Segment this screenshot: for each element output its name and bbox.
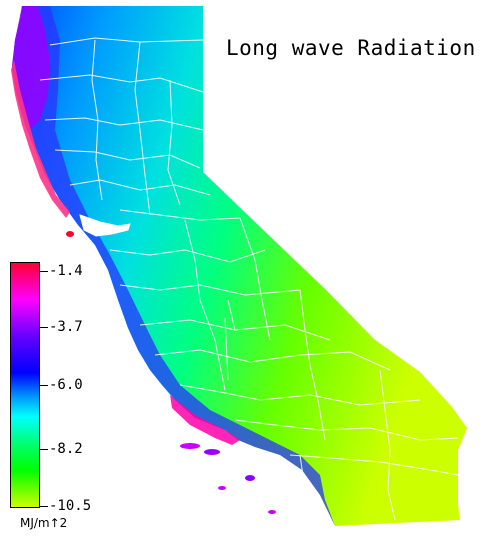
legend-label-min: -10.5	[49, 498, 92, 514]
legend-label: -8.2	[49, 441, 83, 457]
state-outline	[12, 6, 467, 526]
color-legend	[10, 262, 40, 508]
channel-island-4	[218, 486, 226, 490]
legend-label-max: -1.4	[49, 263, 83, 279]
legend-tick	[40, 327, 48, 328]
legend-tick	[40, 506, 48, 507]
bay-hotspot	[66, 231, 74, 237]
legend-tick	[40, 271, 48, 272]
legend-tick	[40, 449, 48, 450]
north-coast-edge	[11, 60, 70, 218]
bay-area	[79, 214, 131, 237]
channel-island-2	[204, 449, 220, 455]
legend-gradient	[11, 263, 39, 507]
legend-label-mid: -6.0	[49, 377, 83, 393]
map-title: Long wave Radiation	[226, 36, 476, 60]
legend-unit: MJ/m↑2	[20, 516, 68, 530]
channel-island-1	[180, 443, 200, 449]
county-lines	[39, 37, 459, 521]
channel-island-3	[245, 475, 255, 481]
legend-label: -3.7	[49, 319, 83, 335]
channel-island-5	[268, 510, 276, 514]
legend-tick	[40, 385, 48, 386]
south-coast-edge	[170, 395, 240, 445]
